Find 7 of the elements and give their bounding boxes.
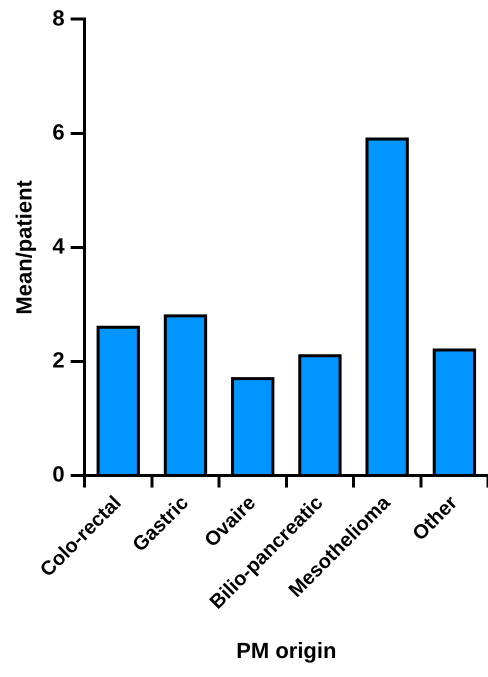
- y-axis-title: Mean/patient: [11, 179, 36, 315]
- y-tick-label: 6: [52, 119, 65, 144]
- y-tick-label: 8: [52, 5, 65, 30]
- x-axis-title: PM origin: [236, 638, 336, 663]
- y-tick-label: 4: [52, 233, 66, 258]
- y-tick-label: 0: [52, 462, 65, 487]
- y-tick-label: 2: [52, 348, 65, 373]
